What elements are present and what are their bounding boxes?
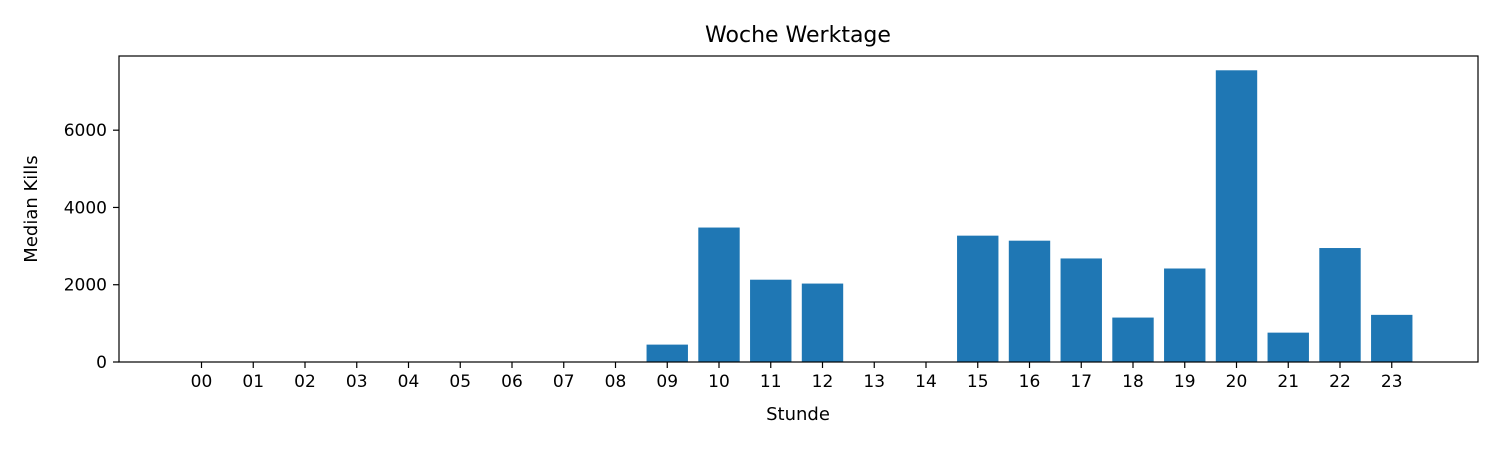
x-tick-label: 02 (294, 372, 316, 392)
x-tick-label: 14 (915, 372, 937, 392)
x-tick-label: 19 (1174, 372, 1196, 392)
y-tick-label: 6000 (64, 121, 107, 141)
x-tick-label: 08 (605, 372, 627, 392)
x-tick-label: 04 (398, 372, 420, 392)
bar-19 (1164, 268, 1206, 362)
y-tick-label: 0 (96, 353, 107, 373)
x-tick-label: 00 (191, 372, 213, 392)
chart-title: Woche Werktage (705, 23, 891, 48)
bar-17 (1060, 258, 1102, 362)
x-axis-label: Stunde (766, 404, 830, 425)
bar-12 (801, 283, 844, 362)
x-tick-label: 10 (708, 372, 730, 392)
x-tick-label: 09 (656, 372, 678, 392)
bar-18 (1112, 317, 1154, 362)
x-tick-label: 16 (1019, 372, 1041, 392)
bar-10 (698, 227, 740, 362)
y-tick-label: 4000 (64, 198, 107, 218)
x-tick-label: 17 (1070, 372, 1092, 392)
bars-group (646, 70, 1413, 362)
x-tick-label: 18 (1122, 372, 1144, 392)
x-tick-label: 22 (1329, 372, 1351, 392)
x-tick-label: 03 (346, 372, 368, 392)
bar-22 (1319, 248, 1361, 362)
x-tick-label: 11 (760, 372, 782, 392)
bar-09 (646, 344, 688, 362)
x-tick-label: 06 (501, 372, 523, 392)
y-ticks: 0 2000 4000 6000 (64, 121, 119, 373)
bar-15 (957, 235, 999, 362)
x-tick-label: 21 (1277, 372, 1299, 392)
x-tick-label: 07 (553, 372, 575, 392)
x-tick-label: 05 (449, 372, 471, 392)
x-tick-label: 23 (1381, 372, 1403, 392)
x-ticks: 00 01 02 03 04 05 06 07 08 09 10 11 12 13 14 15 16 17 18 19… (191, 362, 1403, 392)
plot-frame (118, 55, 1479, 363)
x-tick-label: 13 (863, 372, 885, 392)
x-tick-label: 20 (1226, 372, 1248, 392)
bar-16 (1008, 240, 1051, 362)
bar-23 (1371, 314, 1413, 362)
y-axis-label: Median Kills (21, 155, 42, 262)
bar-11 (750, 279, 792, 362)
bar-20 (1215, 70, 1258, 362)
x-tick-label: 01 (242, 372, 264, 392)
y-tick-label: 2000 (64, 276, 107, 296)
x-tick-label: 15 (967, 372, 989, 392)
bar-21 (1267, 332, 1309, 362)
x-tick-label: 12 (812, 372, 834, 392)
